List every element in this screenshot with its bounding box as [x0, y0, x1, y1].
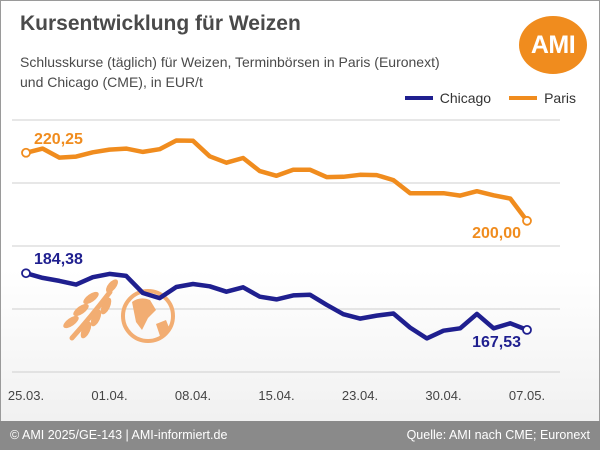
x-tick-label: 08.04. [175, 388, 211, 403]
chart-subtitle: Schlusskurse (täglich) für Weizen, Termi… [20, 52, 480, 92]
x-tick-label: 23.04. [342, 388, 378, 403]
data-label-paris: 200,00 [472, 225, 521, 242]
data-label-chicago: 184,38 [34, 251, 83, 268]
subtitle-line-1: Schlusskurse (täglich) für Weizen, Termi… [20, 54, 440, 70]
data-point-chicago [522, 324, 532, 335]
x-tick-label: 25.03. [8, 388, 44, 403]
x-tick-label: 30.04. [425, 388, 461, 403]
x-tick-label: 15.04. [258, 388, 294, 403]
data-label-chicago: 167,53 [472, 334, 521, 351]
series-lines [21, 138, 532, 341]
footer-bar: © AMI 2025/GE-143 | AMI-informiert.de Qu… [0, 421, 600, 450]
legend-label-paris: Paris [544, 90, 576, 106]
gridlines [12, 119, 560, 373]
data-point-chicago [21, 268, 31, 279]
x-tick-label: 01.04. [91, 388, 127, 403]
decorative-icons [63, 279, 175, 343]
data-label-paris: 220,25 [34, 131, 83, 148]
chart-legend: Chicago Paris [387, 90, 576, 106]
legend-entry-paris: Paris [509, 90, 576, 106]
x-tick-label: 07.05. [509, 388, 545, 403]
globe-icon [121, 289, 175, 343]
footer-source: Quelle: AMI nach CME; Euronext [406, 428, 590, 442]
legend-swatch-paris [509, 96, 538, 100]
legend-entry-chicago: Chicago [404, 90, 492, 106]
subtitle-line-2: und Chicago (CME), in EUR/t [20, 74, 203, 90]
wheat-icon [63, 279, 118, 341]
legend-label-chicago: Chicago [439, 90, 492, 106]
data-labels: 220,25 184,38 200,00 167,53 [34, 131, 521, 351]
series-line-chicago [23, 270, 530, 341]
chart-title: Kursentwicklung für Weizen [20, 12, 301, 35]
ami-logo: AMI [519, 16, 587, 74]
series-line-paris [23, 138, 530, 224]
legend-swatch-chicago [404, 96, 433, 100]
data-point-paris [522, 215, 532, 226]
x-axis-ticks: 25.03. 01.04. 08.04. 15.04. 23.04. 30.04. 07.0… [8, 388, 545, 403]
line-chart: 25.03. 01.04. 08.04. 15.04. 23.04. 30.04. 07.0… [8, 119, 560, 403]
footer-copyright: © AMI 2025/GE-143 | AMI-informiert.de [10, 428, 228, 442]
data-point-paris [21, 147, 31, 158]
